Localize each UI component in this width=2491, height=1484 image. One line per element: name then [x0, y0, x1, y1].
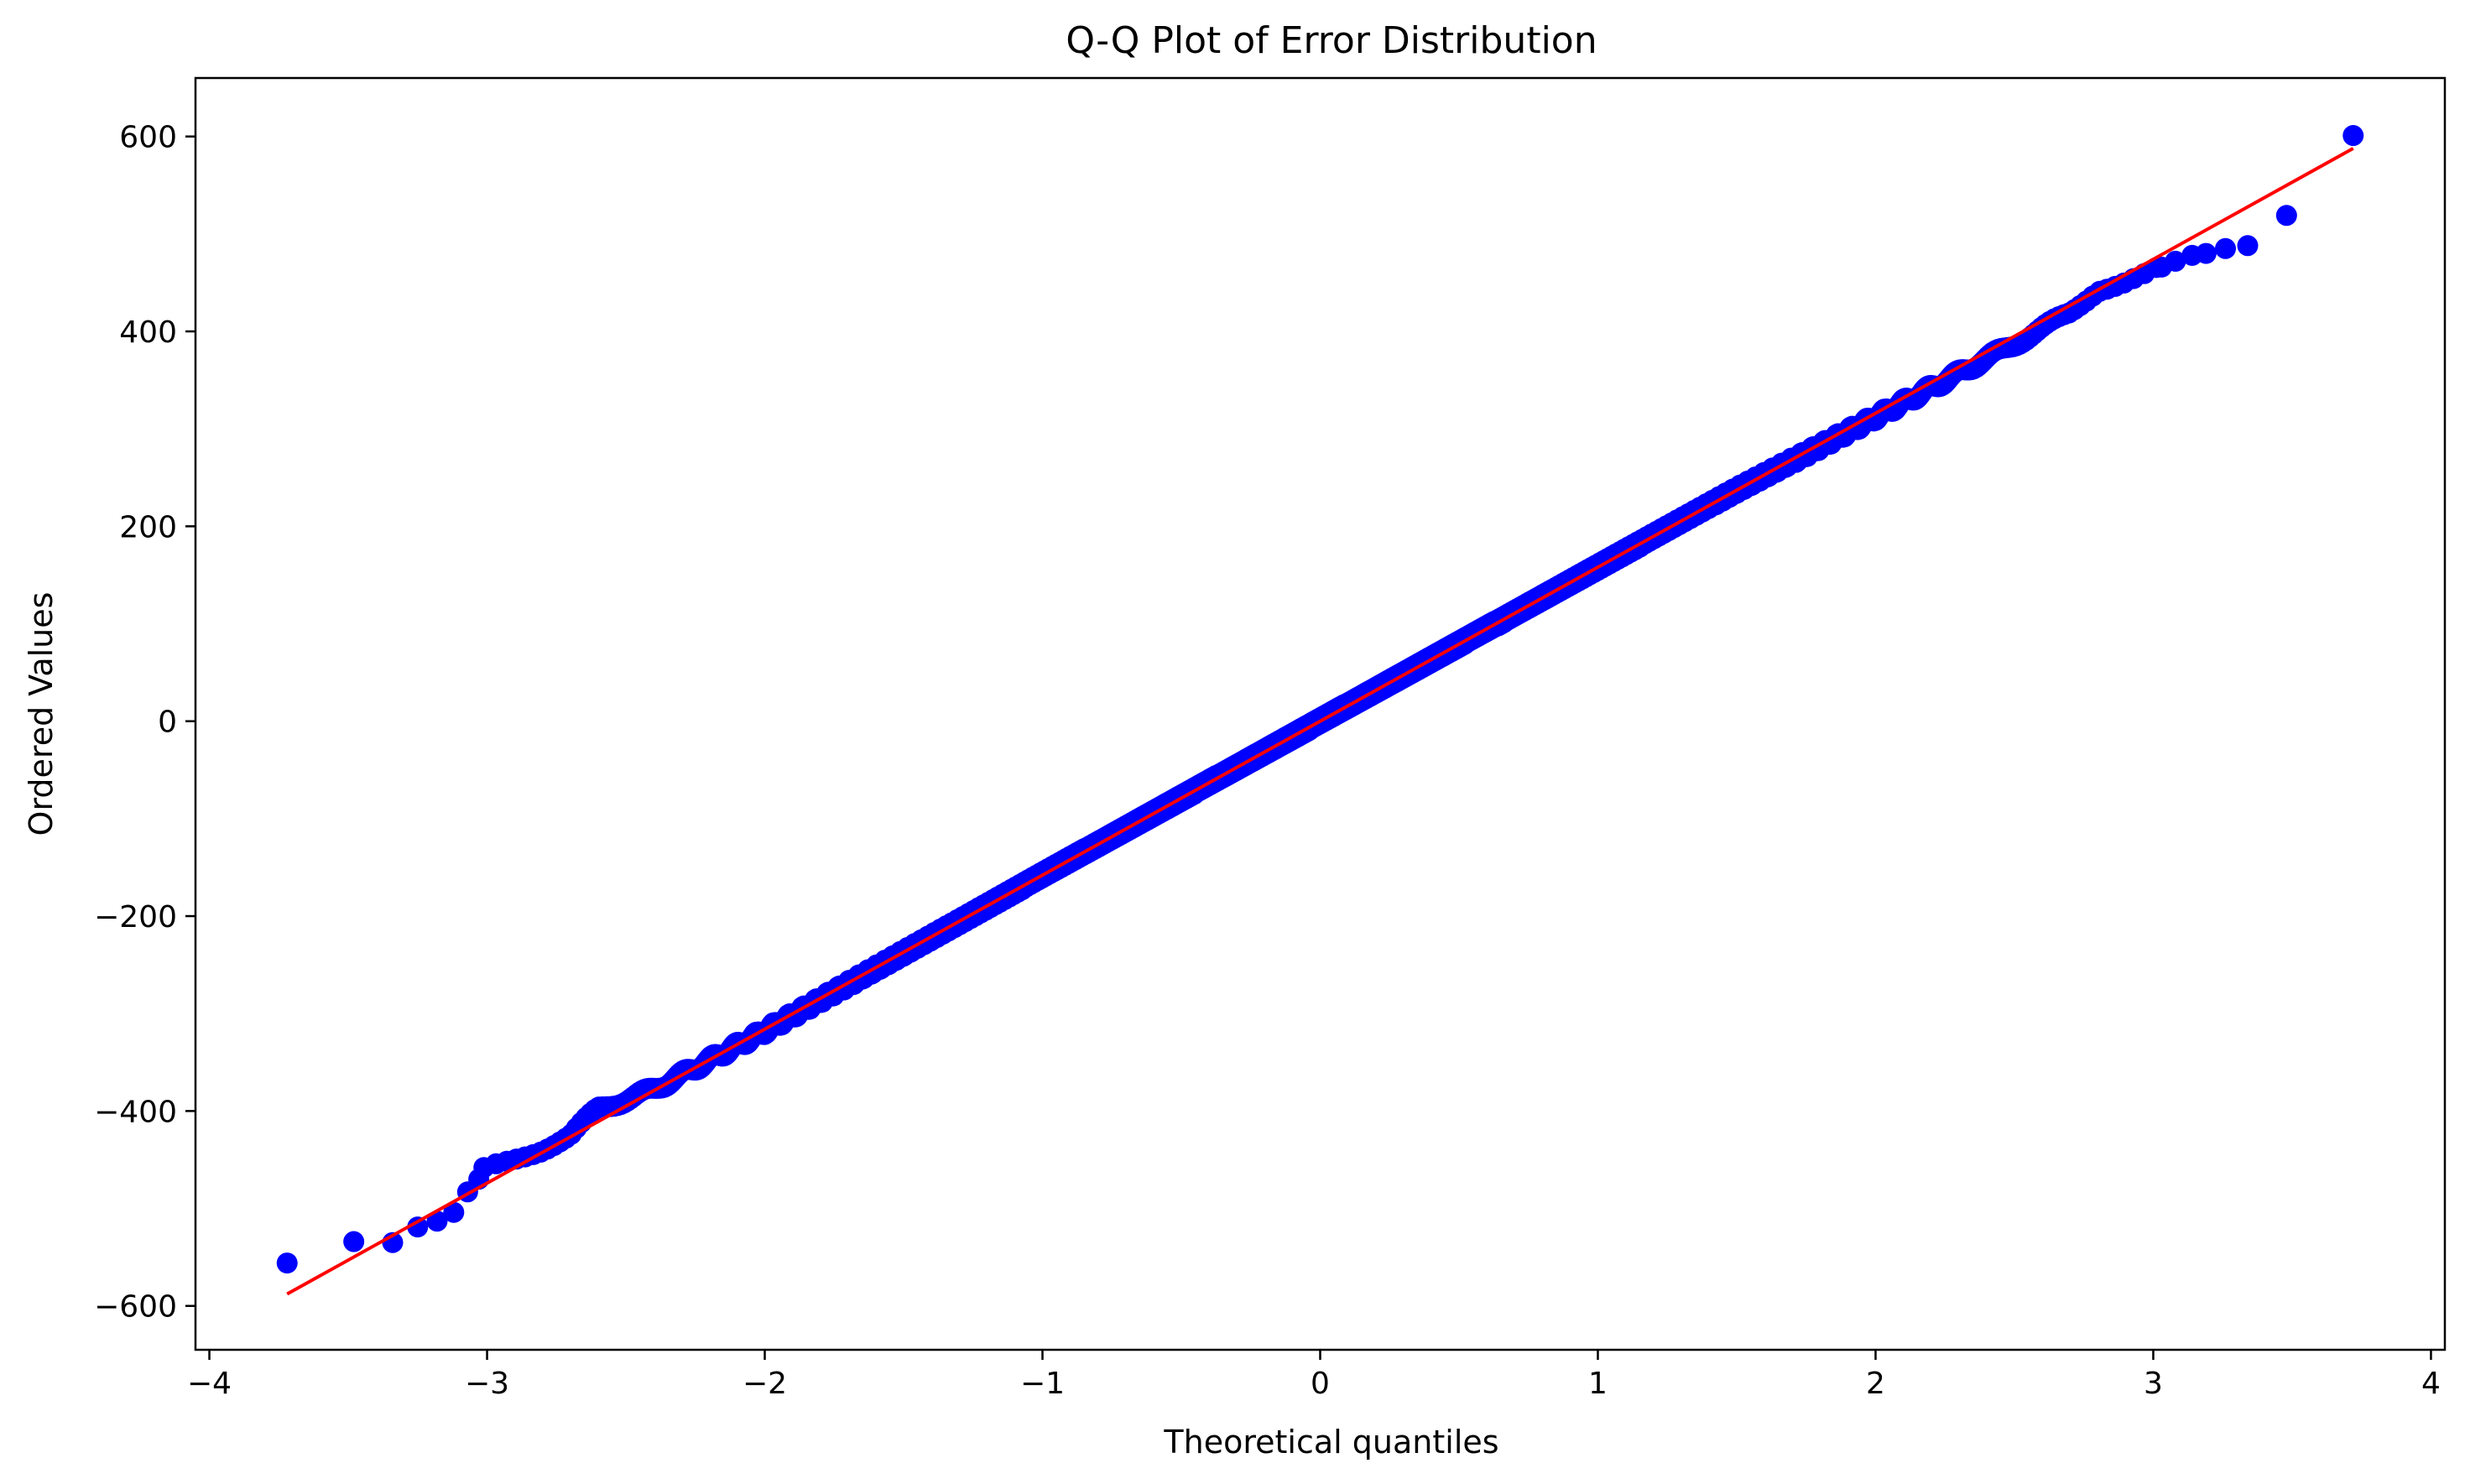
data-point	[2275, 205, 2297, 227]
x-tick-label: 3	[2144, 1367, 2163, 1401]
y-tick-label: 0	[158, 706, 177, 740]
x-axis-ticks: −4 −3 −2 −1 0 1 2 3 4	[187, 1350, 2441, 1401]
x-tick-label: −4	[187, 1367, 232, 1401]
data-point	[343, 1231, 365, 1252]
y-tick-label: 200	[119, 510, 177, 544]
fit-line	[286, 147, 2354, 1296]
y-tick-label: 600	[119, 121, 177, 155]
x-axis-label: Theoretical quantiles	[1163, 1424, 1498, 1461]
x-tick-label: −3	[465, 1367, 509, 1401]
x-tick-label: 0	[1311, 1367, 1330, 1401]
data-point	[2215, 237, 2237, 259]
plot-area	[276, 125, 2364, 1296]
data-point	[2342, 125, 2364, 147]
x-tick-label: 4	[2421, 1367, 2441, 1401]
x-tick-label: −2	[743, 1367, 787, 1401]
data-point	[2237, 235, 2259, 257]
chart-title: Q-Q Plot of Error Distribution	[1066, 19, 1597, 62]
x-tick-label: −1	[1020, 1367, 1065, 1401]
y-tick-label: −400	[94, 1095, 177, 1129]
x-tick-label: 2	[1866, 1367, 1885, 1401]
y-axis-label: Ordered Values	[23, 592, 60, 836]
data-point	[2165, 250, 2186, 272]
y-tick-label: −200	[94, 900, 177, 935]
y-tick-label: −600	[94, 1290, 177, 1325]
data-point	[426, 1211, 448, 1232]
y-tick-label: 400	[119, 315, 177, 350]
x-tick-label: 1	[1588, 1367, 1608, 1401]
data-point	[2195, 242, 2217, 264]
data-point	[407, 1216, 429, 1238]
data-point	[443, 1201, 465, 1223]
data-point	[276, 1252, 298, 1274]
y-axis-ticks: −600 −400 −200 0 200 400 600	[94, 121, 195, 1325]
